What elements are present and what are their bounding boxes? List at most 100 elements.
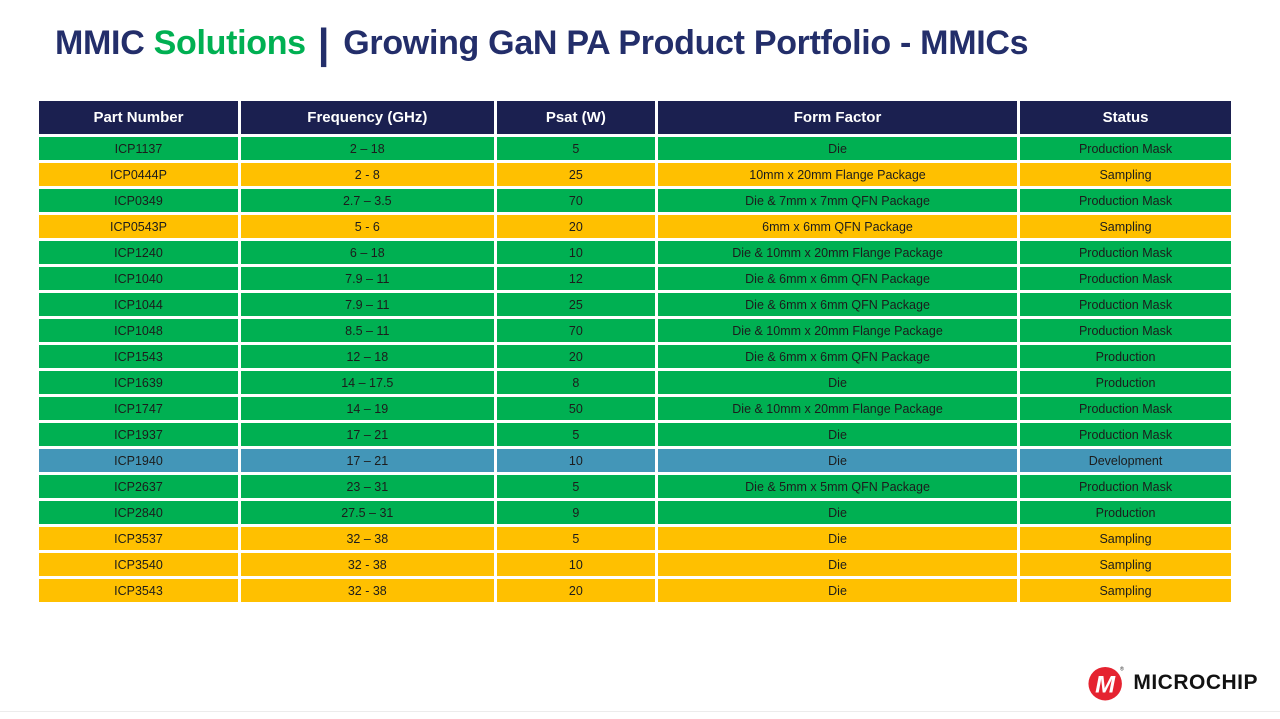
cell-frequency: 7.9 – 11 (237, 290, 497, 319)
cell-status: Sampling (1017, 576, 1234, 605)
cell-frequency: 17 – 21 (237, 420, 497, 449)
cell-psat: 10 (493, 446, 658, 475)
cell-frequency: 2.7 – 3.5 (237, 186, 497, 215)
cell-frequency: 2 - 8 (237, 160, 497, 189)
cell-frequency: 14 – 17.5 (237, 368, 497, 397)
cell-status: Production Mask (1017, 134, 1234, 163)
cell-psat: 20 (493, 342, 658, 371)
cell-status: Development (1017, 446, 1234, 475)
cell-frequency: 7.9 – 11 (237, 264, 497, 293)
cell-part-number: ICP2840 (36, 498, 241, 527)
cell-form-factor: Die & 6mm x 6mm QFN Package (654, 290, 1021, 319)
cell-psat: 12 (493, 264, 658, 293)
cell-status: Production Mask (1017, 394, 1234, 423)
table-row: ICP1048 8.5 – 11 70 Die & 10mm x 20mm Fl… (36, 316, 1234, 345)
cell-form-factor: Die (654, 576, 1021, 605)
cell-status: Production (1017, 342, 1234, 371)
cell-part-number: ICP1543 (36, 342, 241, 371)
microchip-logo-icon: M ® (1088, 666, 1124, 701)
cell-part-number: ICP3543 (36, 576, 241, 605)
cell-form-factor: Die & 6mm x 6mm QFN Package (654, 264, 1021, 293)
cell-form-factor: Die (654, 446, 1021, 475)
cell-status: Production Mask (1017, 420, 1234, 449)
header-psat: Psat (W) (493, 98, 658, 137)
cell-status: Production Mask (1017, 238, 1234, 267)
cell-part-number: ICP1040 (36, 264, 241, 293)
bottom-divider (0, 711, 1280, 712)
cell-part-number: ICP1639 (36, 368, 241, 397)
title-mmic: MMIC (55, 24, 145, 62)
table-row: ICP1040 7.9 – 11 12 Die & 6mm x 6mm QFN … (36, 264, 1234, 293)
cell-frequency: 8.5 – 11 (237, 316, 497, 345)
cell-frequency: 17 – 21 (237, 446, 497, 475)
cell-part-number: ICP0444P (36, 160, 241, 189)
cell-psat: 5 (493, 524, 658, 553)
cell-psat: 10 (493, 550, 658, 579)
table-row: ICP2637 23 – 31 5 Die & 5mm x 5mm QFN Pa… (36, 472, 1234, 501)
cell-frequency: 32 - 38 (237, 576, 497, 605)
cell-form-factor: Die & 10mm x 20mm Flange Package (654, 394, 1021, 423)
header-status: Status (1017, 98, 1234, 137)
cell-form-factor: Die & 10mm x 20mm Flange Package (654, 316, 1021, 345)
table-row: ICP1937 17 – 21 5 Die Production Mask (36, 420, 1234, 449)
cell-frequency: 32 – 38 (237, 524, 497, 553)
table-row: ICP0349 2.7 – 3.5 70 Die & 7mm x 7mm QFN… (36, 186, 1234, 215)
cell-status: Production Mask (1017, 472, 1234, 501)
cell-status: Production Mask (1017, 316, 1234, 345)
table-row: ICP1240 6 – 18 10 Die & 10mm x 20mm Flan… (36, 238, 1234, 267)
table-row: ICP2840 27.5 – 31 9 Die Production (36, 498, 1234, 527)
cell-form-factor: Die (654, 524, 1021, 553)
cell-frequency: 12 – 18 (237, 342, 497, 371)
cell-psat: 5 (493, 134, 658, 163)
cell-part-number: ICP1044 (36, 290, 241, 319)
table-row: ICP1747 14 – 19 50 Die & 10mm x 20mm Fla… (36, 394, 1234, 423)
cell-frequency: 6 – 18 (237, 238, 497, 267)
cell-part-number: ICP1048 (36, 316, 241, 345)
cell-frequency: 27.5 – 31 (237, 498, 497, 527)
header-part-number: Part Number (36, 98, 241, 137)
cell-status: Sampling (1017, 524, 1234, 553)
svg-text:®: ® (1120, 666, 1124, 673)
cell-status: Production (1017, 498, 1234, 527)
cell-psat: 70 (493, 316, 658, 345)
header-form-factor: Form Factor (654, 98, 1021, 137)
cell-psat: 9 (493, 498, 658, 527)
cell-form-factor: Die (654, 368, 1021, 397)
table-row: ICP1639 14 – 17.5 8 Die Production (36, 368, 1234, 397)
cell-psat: 25 (493, 290, 658, 319)
product-table: Part Number Frequency (GHz) Psat (W) For… (36, 98, 1234, 605)
cell-psat: 70 (493, 186, 658, 215)
cell-frequency: 2 – 18 (237, 134, 497, 163)
title-solutions: Solutions (153, 24, 306, 62)
cell-frequency: 32 - 38 (237, 550, 497, 579)
cell-frequency: 5 - 6 (237, 212, 497, 241)
cell-status: Production Mask (1017, 264, 1234, 293)
table-row: ICP1940 17 – 21 10 Die Development (36, 446, 1234, 475)
cell-psat: 50 (493, 394, 658, 423)
cell-form-factor: 10mm x 20mm Flange Package (654, 160, 1021, 189)
table-row: ICP0444P 2 - 8 25 10mm x 20mm Flange Pac… (36, 160, 1234, 189)
cell-part-number: ICP2637 (36, 472, 241, 501)
table-row: ICP1543 12 – 18 20 Die & 6mm x 6mm QFN P… (36, 342, 1234, 371)
cell-form-factor: Die (654, 550, 1021, 579)
cell-form-factor: Die & 5mm x 5mm QFN Package (654, 472, 1021, 501)
header-frequency: Frequency (GHz) (237, 98, 497, 137)
table-row: ICP3537 32 – 38 5 Die Sampling (36, 524, 1234, 553)
table-row: ICP3543 32 - 38 20 Die Sampling (36, 576, 1234, 605)
cell-part-number: ICP3537 (36, 524, 241, 553)
cell-psat: 10 (493, 238, 658, 267)
cell-part-number: ICP0349 (36, 186, 241, 215)
cell-form-factor: Die (654, 134, 1021, 163)
title-subtitle: Growing GaN PA Product Portfolio - MMICs (343, 24, 1029, 62)
cell-status: Production (1017, 368, 1234, 397)
cell-frequency: 14 – 19 (237, 394, 497, 423)
cell-psat: 20 (493, 212, 658, 241)
cell-frequency: 23 – 31 (237, 472, 497, 501)
cell-part-number: ICP1937 (36, 420, 241, 449)
cell-psat: 5 (493, 420, 658, 449)
cell-part-number: ICP1137 (36, 134, 241, 163)
table-row: ICP1137 2 – 18 5 Die Production Mask (36, 134, 1234, 163)
table-row: ICP3540 32 - 38 10 Die Sampling (36, 550, 1234, 579)
cell-part-number: ICP1940 (36, 446, 241, 475)
cell-part-number: ICP0543P (36, 212, 241, 241)
